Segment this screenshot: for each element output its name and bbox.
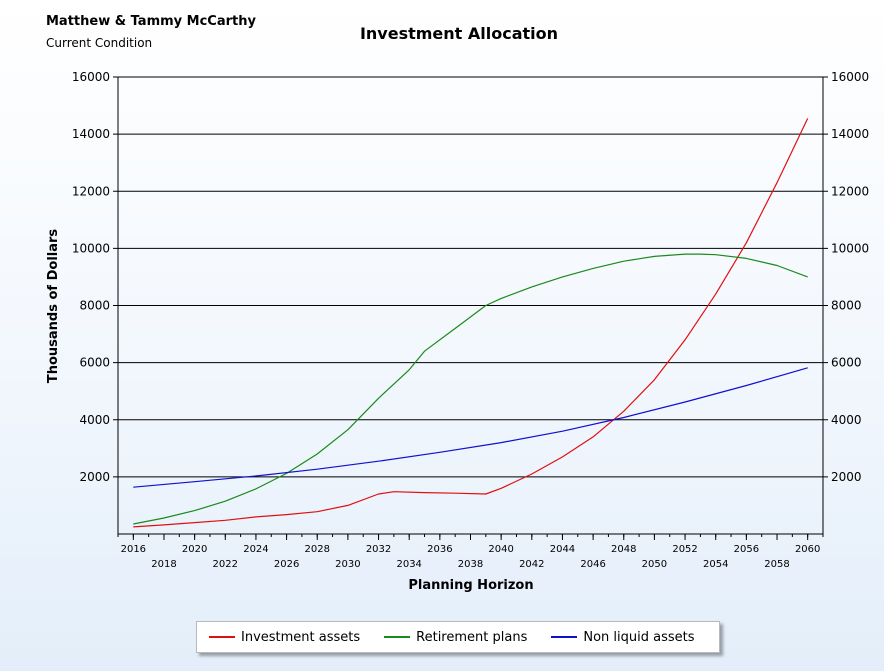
y-tick-label-right: 16000 bbox=[831, 70, 869, 84]
y-tick-label-right: 4000 bbox=[831, 413, 862, 427]
x-tick-label: 2054 bbox=[703, 559, 728, 570]
series-lines bbox=[133, 118, 809, 528]
y-tick-label-right: 6000 bbox=[831, 356, 862, 370]
series-line-retirement-plans bbox=[133, 253, 808, 525]
x-tick-label: 2020 bbox=[182, 544, 207, 555]
legend-swatch bbox=[209, 636, 235, 638]
x-tick-label: 2016 bbox=[121, 544, 146, 555]
x-axis-label: Planning Horizon bbox=[408, 578, 533, 593]
y-tick-label-right: 12000 bbox=[831, 184, 869, 198]
legend-label: Retirement plans bbox=[416, 629, 528, 645]
legend-swatch bbox=[551, 636, 578, 638]
x-tick-label: 2042 bbox=[519, 559, 544, 570]
series-line-investment-assets bbox=[133, 118, 809, 528]
x-tick-label: 2036 bbox=[427, 544, 452, 555]
y-tick-label-left: 16000 bbox=[72, 70, 110, 84]
x-tick-label: 2038 bbox=[458, 559, 483, 570]
x-tick-label: 2046 bbox=[580, 559, 605, 570]
y-tick-label-left: 8000 bbox=[79, 299, 110, 313]
y-tick-label-left: 2000 bbox=[79, 470, 110, 484]
chart-legend: Investment assets Retirement plans Non liq… bbox=[196, 621, 720, 653]
axes: 2000 2000 4000 4000 6000 6000 8000 8000 10000 100… bbox=[72, 70, 869, 570]
x-tick-label: 2018 bbox=[151, 559, 176, 570]
x-tick-label: 2030 bbox=[335, 559, 360, 570]
x-tick-label: 2056 bbox=[734, 544, 759, 555]
y-axis-label: Thousands of Dollars bbox=[46, 229, 61, 384]
x-tick-label: 2060 bbox=[795, 544, 820, 555]
y-tick-label-right: 8000 bbox=[831, 299, 862, 313]
condition-label: Current Condition bbox=[46, 36, 153, 50]
legend-item: Retirement plans bbox=[384, 630, 527, 645]
y-tick-label-left: 6000 bbox=[79, 356, 110, 370]
x-tick-label: 2058 bbox=[764, 559, 789, 570]
x-tick-label: 2048 bbox=[611, 544, 636, 555]
y-tick-label-right: 10000 bbox=[831, 241, 869, 255]
y-tick-label-left: 12000 bbox=[72, 184, 110, 198]
legend-item: Non liquid assets bbox=[551, 629, 695, 645]
y-tick-label-left: 10000 bbox=[72, 241, 110, 255]
x-tick-label: 2040 bbox=[488, 544, 513, 555]
y-tick-label-right: 2000 bbox=[831, 470, 862, 484]
x-tick-label: 2044 bbox=[550, 544, 575, 555]
y-tick-label-right: 14000 bbox=[831, 127, 869, 141]
x-tick-label: 2032 bbox=[366, 544, 391, 555]
x-tick-label: 2050 bbox=[642, 559, 667, 570]
x-tick-label: 2024 bbox=[243, 544, 268, 555]
y-tick-label-left: 14000 bbox=[72, 127, 110, 141]
legend-swatch bbox=[384, 636, 411, 638]
x-tick-label: 2028 bbox=[305, 544, 330, 555]
legend-label: Investment assets bbox=[241, 629, 361, 645]
y-tick-label-left: 4000 bbox=[79, 413, 110, 427]
grid-lines bbox=[118, 76, 823, 478]
legend-item: Investment assets bbox=[209, 630, 360, 645]
x-tick-label: 2052 bbox=[672, 544, 697, 555]
legend-label: Non liquid assets bbox=[583, 629, 695, 645]
x-tick-label: 2034 bbox=[396, 559, 421, 570]
x-tick-label: 2022 bbox=[213, 559, 238, 570]
chart-title: Investment Allocation bbox=[359, 24, 559, 43]
client-name: Matthew & Tammy McCarthy bbox=[46, 14, 256, 29]
x-tick-label: 2026 bbox=[274, 559, 299, 570]
series-line-non-liquid-assets bbox=[133, 367, 808, 488]
